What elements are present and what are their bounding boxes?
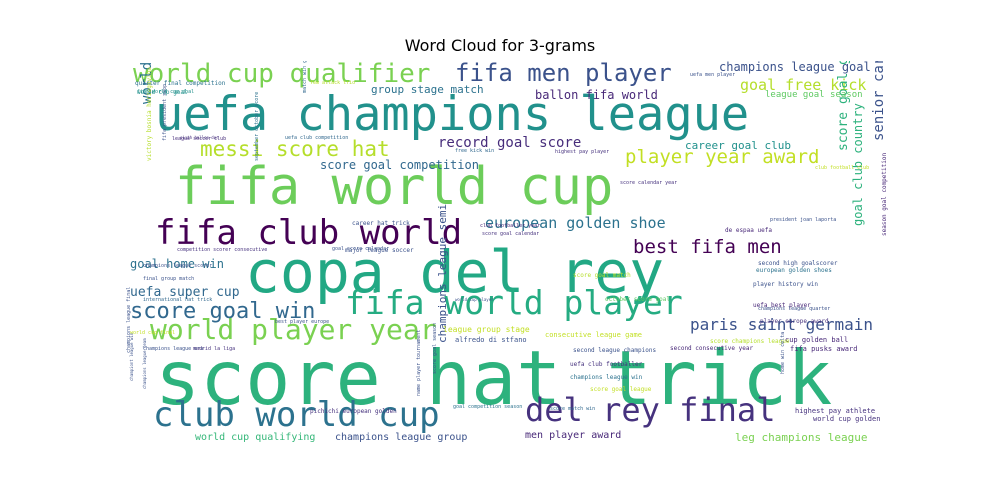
cloud-word: score goal game xyxy=(836,61,851,151)
cloud-word: goal score calendar xyxy=(332,246,390,252)
cloud-word: uefa club footballer xyxy=(570,361,643,368)
cloud-word: club football club xyxy=(815,165,870,171)
cloud-word: free kick win xyxy=(455,148,495,154)
cloud-word: paris saint germain xyxy=(690,315,874,334)
cloud-word: career goal club xyxy=(685,139,791,152)
cloud-word: highest pay athlete xyxy=(795,407,876,415)
cloud-word: senior career goal xyxy=(871,61,887,141)
cloud-word: men player award xyxy=(525,430,622,441)
cloud-word: score hat trick xyxy=(155,334,833,422)
cloud-word: president joan laporta xyxy=(770,217,837,223)
cloud-word: champions league era xyxy=(143,346,204,352)
chart-title: Word Cloud for 3-grams xyxy=(404,36,596,55)
cloud-word: champions league scorer xyxy=(143,263,213,269)
cloud-word: fifa pusks award xyxy=(790,345,858,353)
cloud-word: cup golden ball xyxy=(785,336,849,344)
cloud-word: club footballer year xyxy=(480,223,541,229)
cloud-word: score calendar year xyxy=(620,180,678,186)
cloud-word: score goal win xyxy=(130,299,316,324)
cloud-word: international hat trick xyxy=(143,297,213,303)
cloud-word: home win celta xyxy=(780,331,786,374)
cloud-word: champions league win xyxy=(570,374,643,381)
cloud-word: uefa champions league xyxy=(155,87,750,142)
cloud-word: victory bosnia herzegovina xyxy=(146,67,153,161)
cloud-word: final group match xyxy=(143,276,195,282)
cloud-word: sixth ballon dor xyxy=(180,135,219,140)
cloud-word: consecutive league game xyxy=(545,331,642,339)
cloud-word: score match win xyxy=(550,406,596,412)
cloud-word: player history win xyxy=(753,281,819,288)
cloud-word: goal competition season xyxy=(453,404,523,410)
cloud-word: competition scorer consecutive xyxy=(177,247,268,253)
cloud-word: score goal calendar xyxy=(482,231,540,237)
cloud-word: uefa men player xyxy=(690,72,736,78)
cloud-word: club world cup xyxy=(153,395,440,435)
cloud-word: alfredo di stfano xyxy=(455,336,527,344)
cloud-word: champions league quarter xyxy=(758,306,831,312)
cloud-word: european golden shoe xyxy=(485,214,666,232)
cloud-word: champions league group xyxy=(335,432,468,443)
cloud-word: world cup qualifying xyxy=(195,432,316,443)
cloud-word: career hat trick xyxy=(352,220,410,227)
cloud-word: season goal competition xyxy=(881,152,888,236)
cloud-word: championt league win xyxy=(129,332,134,381)
cloud-word: goal home win xyxy=(130,257,224,271)
cloud-word: world cup player xyxy=(455,297,494,302)
cloud-word: fifa men player xyxy=(455,61,672,87)
cloud-word: world player year xyxy=(150,313,437,346)
cloud-word: world cup qualifier xyxy=(133,61,431,89)
cloud-word: champions league team xyxy=(142,338,147,389)
cloud-word: second league champions xyxy=(573,347,657,354)
cloud-word: uefa club competition xyxy=(285,135,349,141)
cloud-word: del rey final xyxy=(525,391,776,429)
cloud-word: score goal league xyxy=(590,386,652,393)
cloud-word: few attack trio xyxy=(310,80,356,86)
cloud-word: pichichi european golden xyxy=(310,408,397,415)
cloud-word: second high goalscorer xyxy=(758,260,838,267)
cloud-word: fifa world cup goal xyxy=(137,89,195,95)
cloud-word: major league soccer xyxy=(345,247,414,254)
cloud-word: copa del rey xyxy=(245,238,665,306)
cloud-word: name player tournament xyxy=(416,329,422,396)
cloud-word: second consecutive year xyxy=(670,345,754,352)
cloud-word: best player europe xyxy=(275,319,330,325)
cloud-word: ballon fifa world xyxy=(535,88,658,102)
cloud-word: fifa club world xyxy=(155,213,463,253)
cloud-word: october score goal xyxy=(605,296,671,303)
cloud-word: score goal match xyxy=(573,272,631,279)
word-cloud: score hat trick copa del rey fifa world cu… xyxy=(125,61,895,446)
cloud-word: fifa world player xyxy=(345,283,683,322)
cloud-word: champions league goal xyxy=(719,61,871,74)
cloud-word: highest pay player xyxy=(555,149,610,155)
cloud-word: best fifa men xyxy=(633,236,782,258)
cloud-word: goal free kick xyxy=(740,76,867,94)
cloud-word: fifa world cup xyxy=(175,157,614,217)
cloud-word: league soccer club xyxy=(172,136,227,142)
cloud-word: world cup goal xyxy=(137,89,188,96)
cloud-word: de espaa uefa xyxy=(725,227,772,234)
cloud-word: league goal season xyxy=(765,90,863,100)
cloud-word: messi score hat xyxy=(200,137,390,161)
cloud-word: score goal season xyxy=(432,322,438,374)
cloud-word: player year award xyxy=(625,146,820,168)
cloud-word: match win goal xyxy=(302,61,308,93)
cloud-word: world cup golden xyxy=(813,415,881,423)
cloud-word: world cup final xyxy=(130,330,176,336)
cloud-word: record goal score xyxy=(438,135,582,151)
cloud-word: september october score xyxy=(254,91,260,161)
cloud-word: quarter final competition xyxy=(135,80,226,87)
cloud-word: score goal competition xyxy=(320,158,479,172)
cloud-word: european golden shoes xyxy=(756,267,832,274)
cloud-word: madrid la liga xyxy=(193,346,236,352)
cloud-word: player europe award xyxy=(760,318,829,325)
cloud-word: group stage match xyxy=(371,83,484,96)
cloud-word: leg champions league xyxy=(735,431,868,444)
cloud-word: champions league semi xyxy=(436,203,449,343)
cloud-word: uefa best player xyxy=(753,302,811,309)
cloud-word: score champions league xyxy=(710,338,790,345)
cloud-word: uefa super cup xyxy=(130,285,240,300)
cloud-word: league group stage xyxy=(443,325,530,334)
